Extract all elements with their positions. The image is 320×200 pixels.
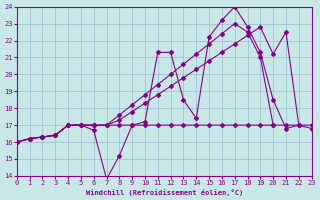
X-axis label: Windchill (Refroidissement éolien,°C): Windchill (Refroidissement éolien,°C)	[85, 189, 243, 196]
